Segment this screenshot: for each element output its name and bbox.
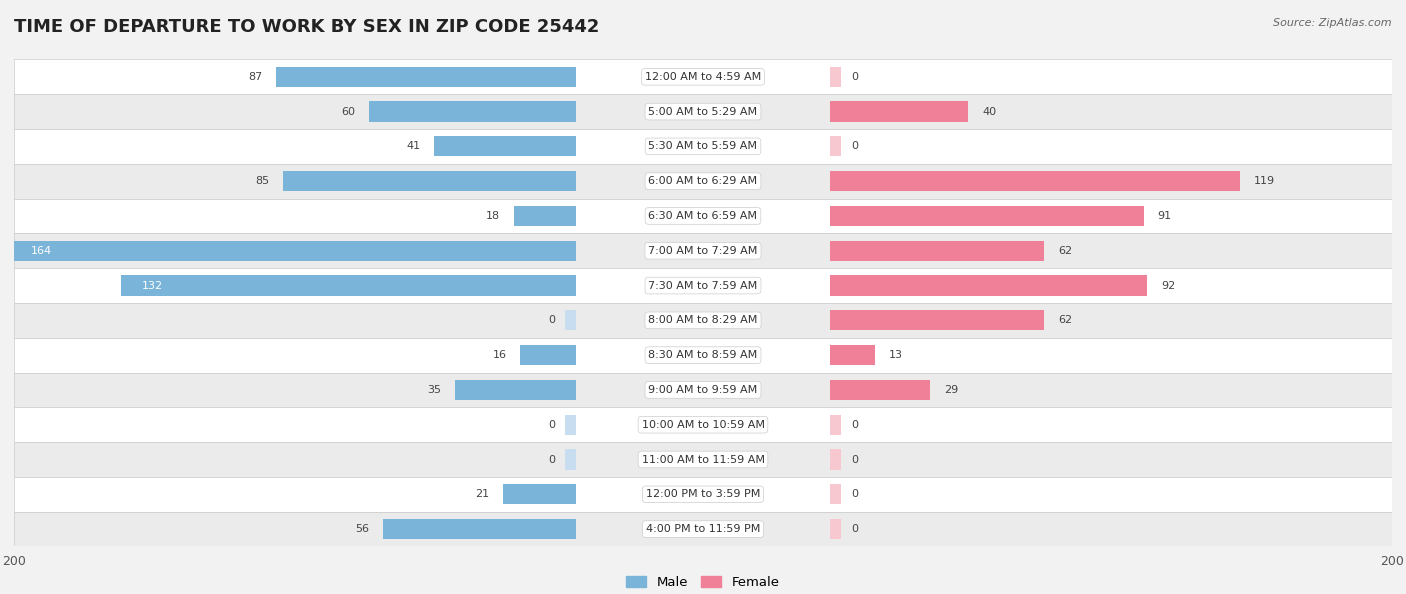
Text: 0: 0 [548,454,555,465]
Bar [831,519,841,539]
Bar [831,171,1240,191]
Text: 0: 0 [851,524,858,534]
Text: 16: 16 [492,350,506,360]
Bar [14,511,1392,546]
Bar [14,407,1392,442]
Bar [382,519,575,539]
Text: 29: 29 [945,385,959,395]
Bar [14,372,1392,407]
Text: 92: 92 [1161,280,1175,290]
Bar [831,136,841,156]
Text: 87: 87 [247,72,262,82]
Text: 10:00 AM to 10:59 AM: 10:00 AM to 10:59 AM [641,420,765,429]
Text: 8:30 AM to 8:59 AM: 8:30 AM to 8:59 AM [648,350,758,360]
Text: 0: 0 [851,72,858,82]
Legend: Male, Female: Male, Female [626,576,780,589]
Bar [14,129,1392,164]
Bar [831,102,969,122]
Text: 5:00 AM to 5:29 AM: 5:00 AM to 5:29 AM [648,106,758,116]
Text: 9:00 AM to 9:59 AM: 9:00 AM to 9:59 AM [648,385,758,395]
Bar [368,102,575,122]
Text: 7:30 AM to 7:59 AM: 7:30 AM to 7:59 AM [648,280,758,290]
Bar [14,233,1392,268]
Text: 18: 18 [485,211,499,221]
Bar [831,380,931,400]
Bar [503,484,575,504]
Bar [565,310,575,330]
Text: 8:00 AM to 8:29 AM: 8:00 AM to 8:29 AM [648,315,758,326]
Bar [831,206,1144,226]
Text: 0: 0 [851,454,858,465]
Text: 6:00 AM to 6:29 AM: 6:00 AM to 6:29 AM [648,176,758,186]
Bar [14,94,1392,129]
Text: 0: 0 [548,420,555,429]
Text: 11:00 AM to 11:59 AM: 11:00 AM to 11:59 AM [641,454,765,465]
Text: 0: 0 [851,420,858,429]
Text: 62: 62 [1057,246,1071,256]
Bar [456,380,575,400]
Bar [831,415,841,435]
Bar [434,136,575,156]
Text: 0: 0 [548,315,555,326]
Text: 164: 164 [31,246,52,256]
Bar [831,345,875,365]
Text: 0: 0 [851,489,858,500]
Bar [14,164,1392,198]
Bar [14,477,1392,511]
Bar [831,484,841,504]
Bar [14,198,1392,233]
Bar [11,241,575,261]
Text: 12:00 PM to 3:59 PM: 12:00 PM to 3:59 PM [645,489,761,500]
Text: 85: 85 [254,176,269,186]
Text: 91: 91 [1157,211,1171,221]
Bar [14,303,1392,338]
Bar [14,442,1392,477]
Bar [831,67,841,87]
Text: 119: 119 [1254,176,1275,186]
Text: 21: 21 [475,489,489,500]
Bar [14,59,1392,94]
Text: 13: 13 [889,350,903,360]
Bar [14,338,1392,372]
Bar [283,171,575,191]
Text: 12:00 AM to 4:59 AM: 12:00 AM to 4:59 AM [645,72,761,82]
Bar [831,241,1045,261]
Text: 132: 132 [142,280,163,290]
Text: 0: 0 [851,141,858,151]
Bar [831,276,1147,296]
Text: 41: 41 [406,141,420,151]
Text: 7:00 AM to 7:29 AM: 7:00 AM to 7:29 AM [648,246,758,256]
Text: 56: 56 [354,524,368,534]
Bar [565,450,575,470]
Text: 40: 40 [981,106,995,116]
Bar [121,276,575,296]
Text: 35: 35 [427,385,441,395]
Text: Source: ZipAtlas.com: Source: ZipAtlas.com [1274,18,1392,28]
Bar [831,450,841,470]
Text: 62: 62 [1057,315,1071,326]
Text: 6:30 AM to 6:59 AM: 6:30 AM to 6:59 AM [648,211,758,221]
Bar [831,310,1045,330]
Bar [513,206,575,226]
Text: 60: 60 [342,106,356,116]
Text: TIME OF DEPARTURE TO WORK BY SEX IN ZIP CODE 25442: TIME OF DEPARTURE TO WORK BY SEX IN ZIP … [14,18,599,36]
Text: 4:00 PM to 11:59 PM: 4:00 PM to 11:59 PM [645,524,761,534]
Bar [565,415,575,435]
Bar [520,345,575,365]
Bar [14,268,1392,303]
Text: 5:30 AM to 5:59 AM: 5:30 AM to 5:59 AM [648,141,758,151]
Bar [276,67,575,87]
